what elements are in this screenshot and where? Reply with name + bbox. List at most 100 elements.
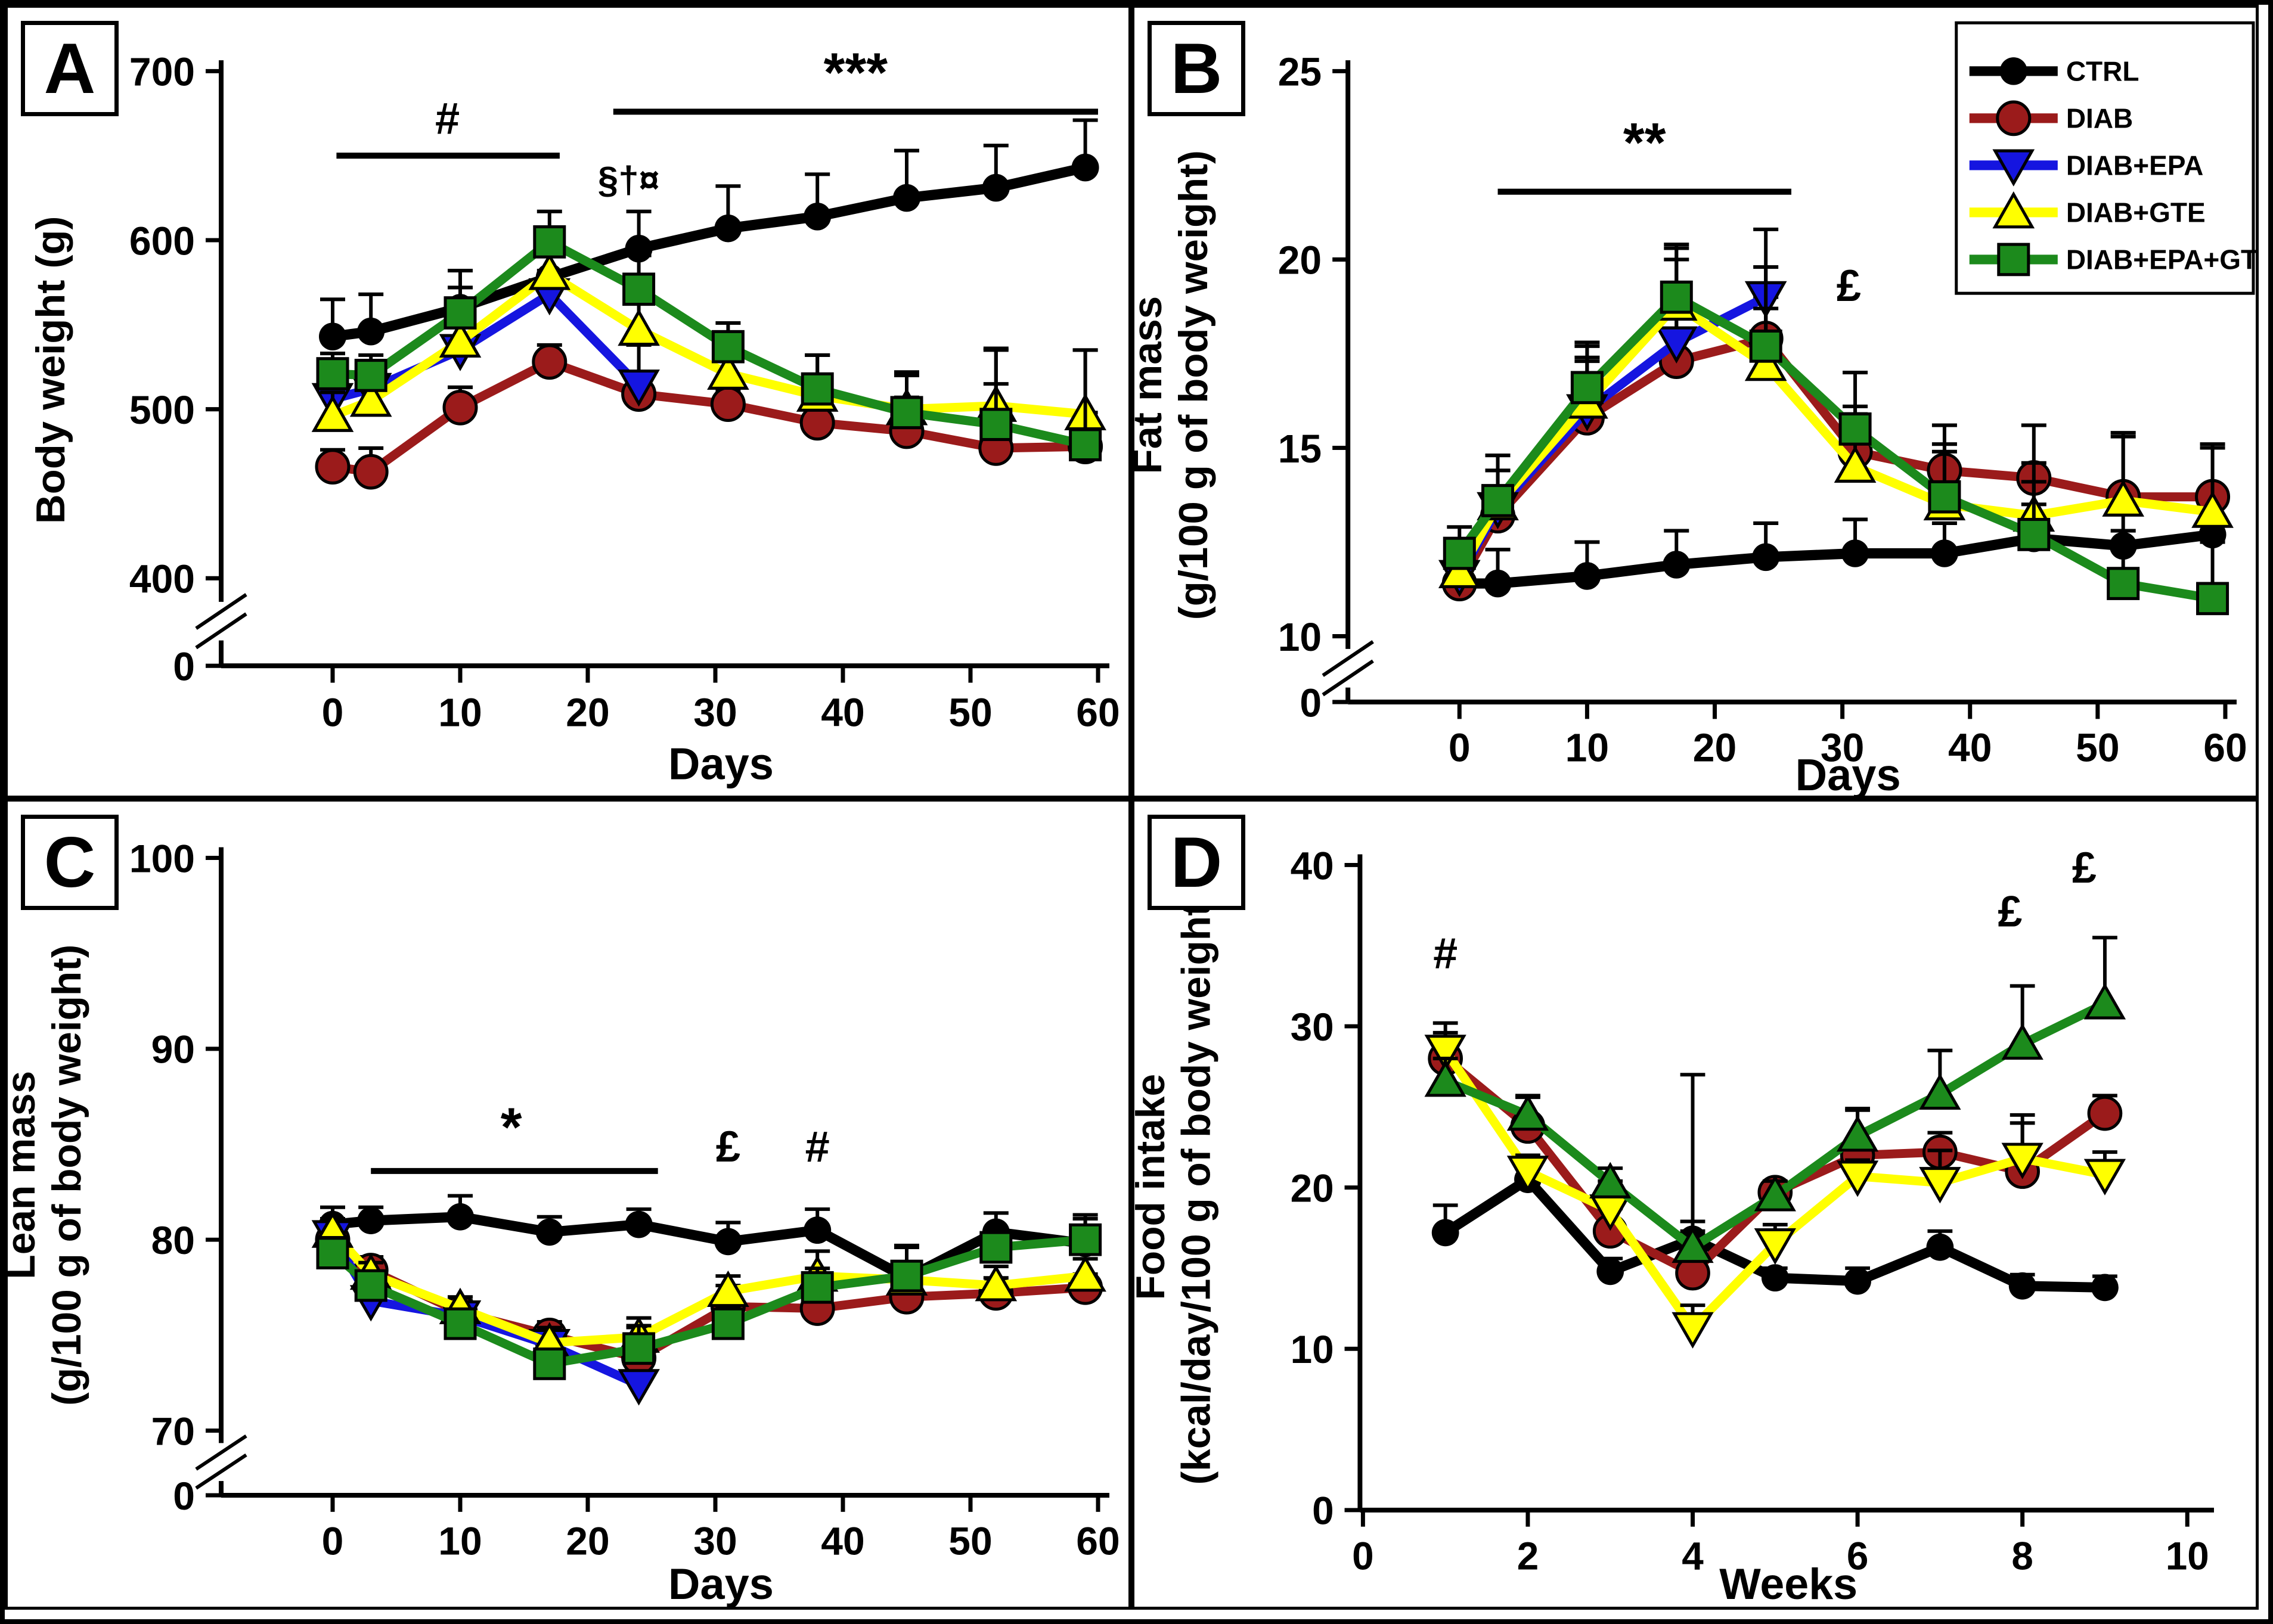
panel-b: B 25 20 15 10 0 0 10 20 30 40 50 60 Days Fat mass (g/1… <box>1131 5 2259 799</box>
data-point <box>528 253 571 290</box>
data-point <box>2001 1023 2043 1060</box>
data-point <box>444 1307 477 1340</box>
data-point <box>804 203 832 231</box>
data-point <box>1071 153 1099 182</box>
axes <box>1344 854 2214 1527</box>
data-point <box>354 1269 387 1302</box>
data-point <box>1844 1267 1871 1295</box>
y-tick-label: 40 <box>1291 844 1334 887</box>
data-point <box>618 369 660 407</box>
series-DIAB+EPA+GTE <box>316 209 1102 462</box>
data-point <box>1838 412 1872 446</box>
data-point <box>1930 539 1958 567</box>
data-point <box>618 1369 660 1406</box>
data-point <box>316 357 349 390</box>
data-point <box>707 352 749 390</box>
data-point <box>1836 1160 1879 1197</box>
data-point <box>711 330 745 364</box>
y-tick-label: 100 <box>129 837 195 881</box>
data-point <box>893 184 920 212</box>
significance-marker: £ <box>716 1122 740 1171</box>
data-point <box>1573 562 1601 590</box>
y-tick-label: 700 <box>129 50 195 94</box>
panel-d: D 40 30 20 10 0 0 2 4 6 8 10 Weeks Food intake (kcal/… <box>1131 799 2259 1610</box>
data-point <box>1069 1223 1102 1256</box>
significance-marker: # <box>435 94 460 144</box>
data-point <box>1919 1073 1961 1110</box>
y-axis-title: Body weight (g) <box>27 216 73 524</box>
panel-a: A 700 600 500 400 0 0 10 20 30 40 50 60 Days Body wei… <box>5 5 1131 799</box>
series-DIAB+GTE <box>1424 1030 2126 1349</box>
data-point <box>1841 539 1869 567</box>
data-point <box>1484 569 1512 598</box>
series-line <box>328 357 1090 477</box>
data-point <box>533 225 566 259</box>
data-point <box>1996 100 2032 136</box>
axes <box>1322 60 2237 719</box>
data-point <box>1752 543 1780 572</box>
significance-marker: £ <box>2072 843 2097 892</box>
y-zero-label: 0 <box>173 1474 195 1518</box>
data-point <box>315 449 351 485</box>
x-tick-label: 20 <box>566 691 609 735</box>
data-point <box>316 1237 349 1269</box>
x-axis-title: Days <box>668 1559 774 1607</box>
data-point <box>1589 1162 1632 1198</box>
y-tick-label: 0 <box>1312 1489 1334 1533</box>
x-tick-label: 10 <box>438 691 482 735</box>
data-point <box>801 372 834 406</box>
panel-b-letter: B <box>1170 29 1223 108</box>
y-tick-label: 600 <box>129 219 195 263</box>
data-point <box>2017 518 2051 551</box>
series-line <box>1455 334 2218 588</box>
y-axis-title: (kcal/day/100 g of body weight) <box>1174 889 1219 1485</box>
significance-marker: * <box>501 1097 522 1158</box>
data-point <box>622 1332 656 1365</box>
data-point <box>2191 490 2234 528</box>
data-point <box>439 320 482 358</box>
data-point <box>1672 1312 1714 1349</box>
data-point <box>710 386 746 423</box>
x-tick-label: 50 <box>948 1519 992 1563</box>
x-tick-label: 10 <box>2166 1534 2209 1578</box>
panel-c-label-box: C <box>21 815 119 910</box>
y-tick-label: 30 <box>1291 1005 1334 1049</box>
data-point <box>1506 1156 1549 1193</box>
x-tick-label: 30 <box>693 1519 737 1563</box>
data-point <box>1660 280 1693 314</box>
data-point <box>1992 191 2035 229</box>
panel-a-label-box: A <box>21 21 119 116</box>
y-tick-label: 15 <box>1278 427 1322 471</box>
axis-break <box>195 593 247 630</box>
y-axis-title: Food intake <box>1134 1074 1173 1300</box>
series-DIAB+EPA+GTE <box>1424 936 2126 1263</box>
significance-marker: §†¤ <box>598 160 659 201</box>
x-axis-title: Days <box>1796 750 1901 796</box>
data-point <box>2107 567 2140 600</box>
y-tick-label: 70 <box>151 1409 195 1454</box>
significance-marker: ** <box>1623 111 1666 174</box>
x-tick-label: 30 <box>1821 726 1864 770</box>
data-point <box>1744 343 1787 381</box>
y-tick-label: 10 <box>1291 1328 1334 1371</box>
data-point <box>357 1207 385 1235</box>
legend-label: DIAB+GTE <box>2066 197 2206 228</box>
data-point <box>1424 1060 1466 1097</box>
y-axis-title: Lean mass <box>8 1071 44 1280</box>
x-tick-label: 60 <box>2203 726 2247 770</box>
data-point <box>1836 1115 1879 1152</box>
x-tick-label: 40 <box>821 691 864 735</box>
data-point <box>353 454 389 490</box>
x-axis-title: Weeks <box>1719 1559 1858 1607</box>
body-weight-chart: 700 600 500 400 0 0 10 20 30 40 50 60 Days Body weigh… <box>27 41 1120 789</box>
data-point <box>979 408 1013 442</box>
series-CTRL <box>1431 1073 2119 1302</box>
y-tick-label: 90 <box>151 1027 195 1072</box>
data-point <box>1749 329 1782 363</box>
data-point <box>444 296 477 330</box>
data-point <box>1999 57 2027 85</box>
axes <box>195 847 1109 1512</box>
data-point <box>311 395 354 432</box>
data-point <box>1919 1167 1961 1204</box>
